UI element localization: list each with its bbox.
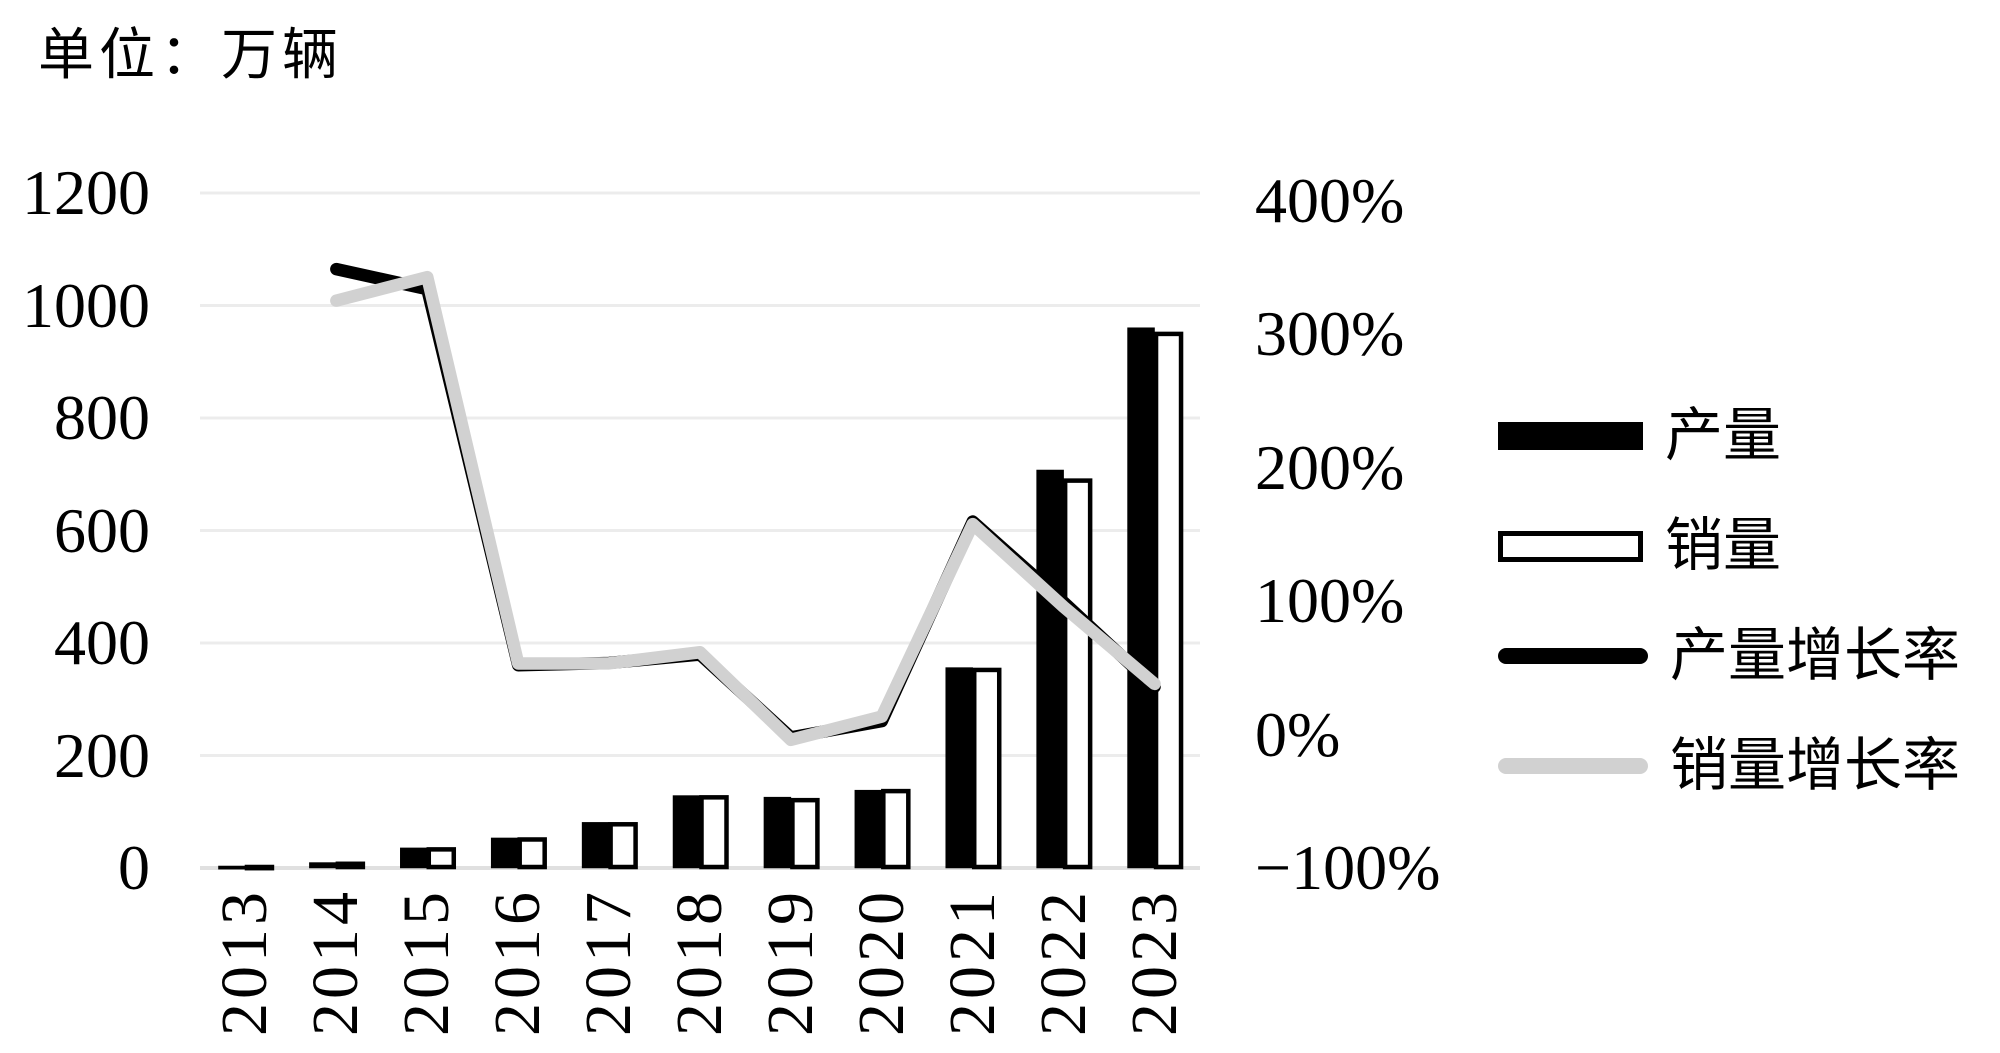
legend: 产量 销量 产量增长率 销量增长率 <box>1498 0 1998 1053</box>
sales-growth-line-swatch-icon <box>1498 758 1648 774</box>
left-tick-400: 400 <box>54 607 150 678</box>
bar-production-2015 <box>400 847 428 869</box>
legend-item-sales: 销量 <box>1498 506 1781 586</box>
unit-label: 单位：万辆 <box>38 25 343 87</box>
left-tick-200: 200 <box>54 719 150 791</box>
bar-sales-2017 <box>608 822 638 870</box>
sales-bar-swatch-icon <box>1498 530 1643 562</box>
bar-sales-2014 <box>335 861 366 870</box>
bar-production-2018 <box>672 795 701 869</box>
bar-sales-2018 <box>699 795 729 870</box>
bar-production-2022 <box>1036 469 1064 869</box>
right-tick-300: 300% <box>1255 298 1405 369</box>
legend-label-sales-growth: 销量增长率 <box>1670 733 1961 798</box>
bar-production-2017 <box>581 822 610 869</box>
legend-label-sales: 销量 <box>1665 513 1782 578</box>
bar-sales-2016 <box>517 837 547 870</box>
bar-production-2019 <box>763 796 792 869</box>
x-tick-2022: 2022 <box>1026 888 1100 1036</box>
bar-production-2021 <box>945 667 973 869</box>
x-tick-2017: 2017 <box>572 888 646 1036</box>
left-axis: 1200 1000 800 600 400 200 0 <box>0 0 150 1053</box>
bar-production-2013 <box>218 865 246 870</box>
bar-sales-2023 <box>1153 331 1184 870</box>
legend-item-sales-growth: 销量增长率 <box>1498 726 1960 806</box>
left-tick-1000: 1000 <box>22 269 150 341</box>
x-tick-2019: 2019 <box>753 888 827 1036</box>
bar-sales-2019 <box>790 797 820 870</box>
right-tick--100: −100% <box>1255 832 1441 903</box>
bar-production-2014 <box>309 862 337 869</box>
x-axis: 2013 2014 2015 2016 2017 2018 2019 2020 2021 2022… <box>208 888 1191 1036</box>
production-growth-line-swatch-icon <box>1498 648 1648 664</box>
x-tick-2014: 2014 <box>299 888 373 1036</box>
bar-sales-2021 <box>971 667 1002 870</box>
right-tick-100: 100% <box>1255 565 1405 636</box>
bar-sales-2020 <box>881 788 911 870</box>
left-tick-800: 800 <box>54 382 150 453</box>
x-tick-2013: 2013 <box>208 888 282 1036</box>
legend-item-production-growth: 产量增长率 <box>1498 616 1960 696</box>
bar-production-2023 <box>1127 327 1155 869</box>
right-tick-200: 200% <box>1255 431 1405 503</box>
right-tick-0: 0% <box>1255 698 1341 770</box>
legend-label-production: 产量 <box>1665 403 1782 468</box>
bar-sales-2015 <box>426 847 457 870</box>
bar-production-2020 <box>854 789 883 869</box>
legend-item-production: 产量 <box>1498 396 1781 476</box>
right-axis: 400% 300% 200% 100% 0% −100% <box>1255 0 1615 1053</box>
bar-production-2016 <box>490 837 519 869</box>
left-tick-0: 0 <box>118 832 150 903</box>
legend-label-production-growth: 产量增长率 <box>1670 623 1961 688</box>
sales-growth-line <box>330 270 1161 747</box>
bar-sales-2022 <box>1062 478 1093 870</box>
x-tick-2021: 2021 <box>935 888 1009 1036</box>
right-tick-400: 400% <box>1255 164 1405 236</box>
x-tick-2023: 2023 <box>1117 888 1191 1036</box>
x-tick-2016: 2016 <box>481 888 555 1036</box>
left-tick-1200: 1200 <box>22 157 150 228</box>
left-tick-600: 600 <box>54 494 150 566</box>
production-bar-swatch-icon <box>1498 422 1643 450</box>
x-tick-2015: 2015 <box>390 888 464 1036</box>
x-tick-2020: 2020 <box>844 888 918 1036</box>
bar-sales-2013 <box>244 864 275 871</box>
x-tick-2018: 2018 <box>663 888 736 1036</box>
